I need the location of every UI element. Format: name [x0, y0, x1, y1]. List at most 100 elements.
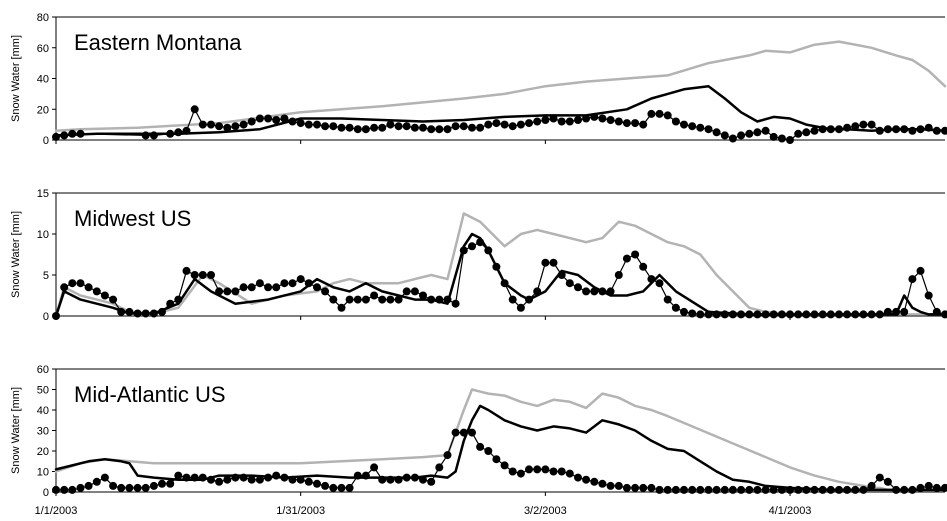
data-point	[867, 120, 876, 129]
data-point	[892, 125, 901, 134]
data-point	[802, 485, 811, 494]
data-point	[353, 471, 362, 480]
data-point	[574, 473, 582, 482]
chart-panel-3: 0 10 20 30 40 50 60 Snow Water [mm] Mid-Atlantic…	[10, 364, 947, 499]
data-point	[166, 299, 175, 308]
data-point	[753, 310, 762, 319]
data-point	[794, 485, 803, 494]
y-axis-label: Snow Water [mm]	[10, 387, 22, 474]
data-point	[924, 481, 933, 490]
data-point	[892, 485, 901, 494]
data-point	[345, 295, 354, 304]
y-tick-label: 60	[37, 364, 49, 376]
data-point	[272, 283, 281, 292]
data-point	[786, 485, 794, 494]
data-point	[606, 481, 615, 490]
data-point	[614, 481, 623, 490]
panel-title: Eastern Montana	[74, 30, 242, 55]
data-point	[900, 485, 909, 494]
data-point	[353, 295, 362, 304]
data-point	[875, 310, 884, 319]
data-point	[533, 465, 542, 474]
y-tick-label: 0	[43, 135, 49, 147]
data-point	[916, 266, 925, 275]
data-point	[133, 483, 142, 492]
data-point	[875, 126, 884, 135]
data-point	[761, 310, 770, 319]
data-point	[647, 483, 656, 492]
data-point	[843, 123, 852, 132]
data-point	[704, 125, 713, 134]
y-tick-label: 5	[43, 270, 49, 282]
data-point	[843, 485, 852, 494]
data-point	[892, 307, 901, 316]
data-point	[435, 463, 444, 472]
y-axis-label: Snow Water [mm]	[10, 211, 22, 298]
data-point	[655, 485, 664, 494]
data-point	[459, 246, 468, 255]
data-point	[198, 120, 207, 129]
data-point	[361, 295, 370, 304]
data-point	[378, 475, 387, 484]
data-point	[84, 481, 93, 490]
data-point	[459, 428, 468, 437]
y-axis-label: Snow Water [mm]	[10, 35, 22, 122]
data-point	[100, 291, 109, 300]
data-point	[647, 275, 656, 284]
data-point	[582, 475, 591, 484]
data-point	[549, 467, 558, 476]
data-point	[451, 299, 460, 308]
data-point	[859, 120, 868, 129]
data-point	[663, 295, 672, 304]
series-line-3	[55, 241, 946, 317]
data-point	[476, 238, 485, 247]
data-point	[68, 485, 77, 494]
data-point	[468, 242, 476, 251]
data-point	[378, 123, 387, 132]
data-point	[60, 131, 69, 140]
data-point	[680, 307, 688, 316]
data-point	[769, 132, 778, 141]
data-point	[60, 485, 69, 494]
data-point	[337, 303, 346, 312]
x-tick-label: 1/31/2003	[276, 505, 325, 517]
data-point	[541, 116, 550, 124]
data-point	[924, 123, 933, 132]
y-tick-label: 40	[37, 405, 49, 417]
data-point	[859, 310, 868, 319]
data-point	[696, 123, 705, 132]
data-point	[574, 283, 582, 292]
data-point	[288, 279, 297, 288]
data-point	[410, 287, 419, 296]
data-point	[468, 428, 476, 437]
data-point	[117, 483, 126, 492]
data-point	[109, 295, 118, 304]
y-tick-label: 20	[37, 446, 49, 458]
data-point	[345, 483, 354, 492]
data-point	[533, 287, 542, 296]
data-point	[802, 310, 811, 319]
data-point	[818, 310, 827, 319]
data-point	[688, 309, 697, 318]
data-point	[900, 307, 909, 316]
data-point	[149, 131, 158, 140]
data-point	[622, 483, 631, 492]
data-point	[818, 485, 827, 494]
data-point	[394, 475, 403, 484]
data-point	[304, 120, 313, 129]
data-point	[598, 114, 607, 123]
data-point	[313, 479, 321, 488]
data-point	[329, 122, 338, 131]
data-point	[304, 477, 313, 486]
data-point	[753, 485, 762, 494]
data-point	[255, 279, 264, 288]
data-point	[223, 287, 232, 296]
data-point	[329, 483, 338, 492]
data-point	[190, 271, 199, 279]
data-point	[100, 473, 109, 482]
data-point	[802, 128, 811, 137]
data-point	[427, 125, 436, 134]
data-point	[622, 254, 631, 263]
data-point	[92, 477, 101, 486]
